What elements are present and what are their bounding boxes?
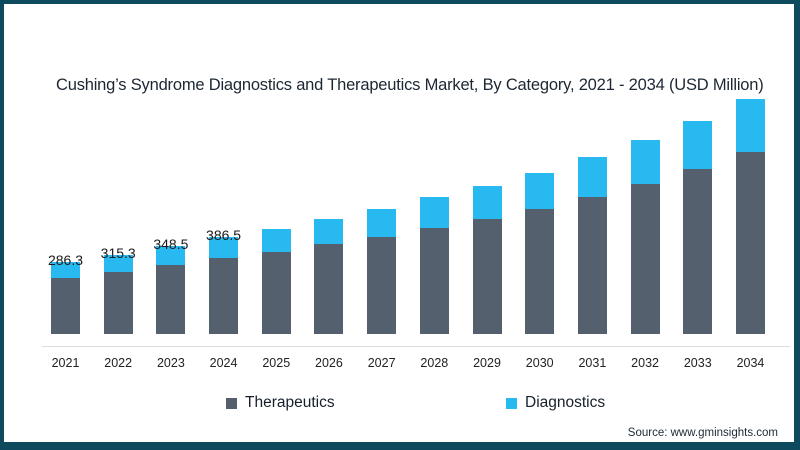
bar-2021-therapeutics-segment (51, 277, 80, 334)
bar-2030-therapeutics-segment (525, 208, 555, 334)
bar-2032-therapeutics-segment (630, 183, 660, 334)
bar-2026 (314, 219, 344, 334)
x-tick-2025: 2025 (262, 356, 291, 370)
bar-value-label-2022: 315.3 (100, 244, 136, 261)
diagnostics-swatch-icon (506, 397, 517, 409)
bar-2029-therapeutics-segment (472, 219, 502, 334)
bar-2024 (209, 236, 239, 334)
bar-2031-diagnostics-segment (577, 157, 607, 197)
x-tick-2026: 2026 (315, 356, 343, 370)
bar-2029 (472, 186, 502, 334)
bar-2022 (103, 254, 133, 334)
bar-2024-diagnostics-segment (209, 236, 239, 258)
bar-2033-diagnostics-segment (683, 120, 713, 169)
x-tick-2031: 2031 (578, 356, 607, 370)
bar-2034 (735, 99, 765, 334)
bar-2022-therapeutics-segment (103, 272, 133, 334)
bar-value-label-2021: 286.3 (47, 251, 84, 268)
bar-2029-diagnostics-segment (472, 186, 502, 220)
bar-2024-therapeutics-segment (209, 257, 239, 334)
bar-2033 (683, 120, 713, 334)
therapeutics-swatch-icon (226, 397, 237, 409)
x-tick-2023: 2023 (156, 356, 185, 370)
bar-2025-therapeutics-segment (261, 252, 291, 334)
bar-2030 (525, 172, 555, 334)
chart-panel: Cushing’s Syndrome Diagnostics and Thera… (4, 4, 794, 442)
bar-2031-therapeutics-segment (577, 196, 607, 334)
x-tick-2027: 2027 (367, 356, 396, 370)
bar-2026-diagnostics-segment (314, 219, 344, 245)
x-axis-line (42, 346, 790, 347)
x-tick-2024: 2024 (209, 356, 238, 370)
bar-2023-diagnostics-segment (156, 246, 186, 266)
bar-2021 (51, 262, 80, 334)
bar-2032 (630, 140, 660, 334)
x-tick-2032: 2032 (631, 356, 659, 370)
legend-label-therapeutics: Therapeutics (245, 394, 335, 411)
bar-2027-diagnostics-segment (367, 209, 397, 237)
bar-2028 (419, 197, 449, 334)
bar-2026-therapeutics-segment (314, 244, 344, 334)
bar-value-label-2023: 348.5 (153, 236, 189, 253)
legend-label-diagnostics: Diagnostics (525, 394, 606, 411)
bar-2025-diagnostics-segment (261, 229, 291, 253)
x-tick-2034: 2034 (736, 356, 765, 370)
bar-2023 (156, 246, 186, 334)
bar-2031 (577, 157, 607, 334)
bar-2027 (367, 209, 397, 334)
x-tick-2033: 2033 (683, 356, 712, 370)
bar-2034-therapeutics-segment (735, 151, 765, 334)
x-tick-2028: 2028 (420, 356, 449, 370)
x-tick-2021: 2021 (51, 356, 80, 370)
bar-2028-therapeutics-segment (419, 227, 449, 334)
legend-item-therapeutics: Therapeutics (226, 394, 335, 412)
bar-value-label-2024: 386.5 (206, 226, 242, 243)
bar-2034-diagnostics-segment (735, 99, 765, 152)
x-tick-2029: 2029 (473, 356, 501, 370)
bar-2025 (261, 229, 291, 334)
bar-2030-diagnostics-segment (525, 172, 555, 209)
source-attribution: Source: www.gminsights.com (627, 427, 778, 439)
bar-2027-therapeutics-segment (367, 236, 397, 334)
bar-2021-diagnostics-segment (51, 262, 80, 278)
bar-2022-diagnostics-segment (103, 254, 133, 273)
legend-item-diagnostics: Diagnostics (506, 394, 605, 412)
x-tick-2022: 2022 (104, 356, 133, 370)
bar-2023-therapeutics-segment (156, 265, 186, 334)
x-tick-2030: 2030 (525, 356, 554, 370)
bar-2028-diagnostics-segment (419, 197, 449, 228)
bar-2033-therapeutics-segment (683, 168, 713, 334)
chart-title: Cushing’s Syndrome Diagnostics and Thera… (56, 76, 764, 94)
bar-2032-diagnostics-segment (630, 140, 660, 184)
